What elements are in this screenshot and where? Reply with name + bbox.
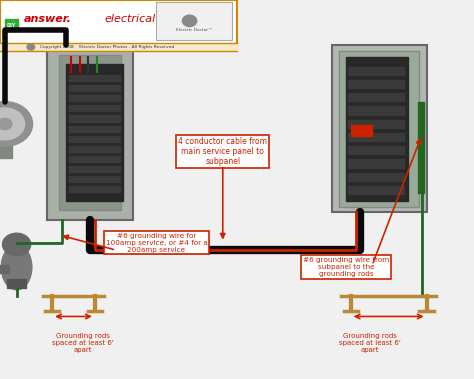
Text: Copyright 2008    Electric Doctor Photos - All Rights Reserved: Copyright 2008 Electric Doctor Photos - …: [40, 45, 174, 49]
Text: Grounding rods
spaced at least 6'
apart: Grounding rods spaced at least 6' apart: [339, 333, 401, 353]
Text: Grounding rods
spaced at least 6'
apart: Grounding rods spaced at least 6' apart: [52, 333, 114, 353]
Text: #6 grounding wire from
subpanel to the
grounding rods: #6 grounding wire from subpanel to the g…: [303, 257, 389, 277]
Bar: [69, 75, 121, 82]
Text: answer.: answer.: [24, 14, 72, 24]
Bar: [69, 176, 121, 183]
Bar: [0, 43, 237, 51]
Circle shape: [27, 44, 35, 50]
Bar: [7, 279, 26, 288]
Circle shape: [182, 15, 197, 27]
FancyBboxPatch shape: [332, 45, 427, 212]
Bar: [69, 85, 121, 92]
Bar: [348, 186, 405, 195]
Circle shape: [0, 108, 25, 140]
Bar: [346, 57, 408, 201]
Bar: [351, 125, 373, 136]
FancyBboxPatch shape: [59, 55, 121, 210]
Bar: [69, 186, 121, 193]
Bar: [69, 125, 121, 133]
Circle shape: [0, 102, 32, 146]
Bar: [418, 102, 424, 193]
Bar: [0, 265, 9, 273]
Circle shape: [0, 118, 12, 130]
Bar: [69, 105, 121, 113]
Text: 4 conductor cable from
main service panel to
subpanel: 4 conductor cable from main service pane…: [178, 137, 267, 166]
Circle shape: [2, 233, 31, 256]
FancyBboxPatch shape: [339, 51, 419, 207]
Bar: [348, 120, 405, 129]
FancyBboxPatch shape: [156, 2, 232, 40]
Bar: [348, 93, 405, 102]
Bar: [348, 67, 405, 76]
Bar: [69, 156, 121, 163]
FancyBboxPatch shape: [0, 0, 237, 45]
Bar: [69, 136, 121, 143]
Text: DIY: DIY: [7, 22, 16, 28]
Text: Electric Doctor™: Electric Doctor™: [176, 28, 212, 32]
Text: #6 grounding wire for
100amp service, or #4 for a
200amp service: #6 grounding wire for 100amp service, or…: [106, 233, 207, 252]
Bar: [348, 106, 405, 116]
Bar: [66, 64, 123, 201]
Text: electrical: electrical: [104, 14, 155, 24]
FancyBboxPatch shape: [47, 45, 133, 220]
Bar: [0, 130, 12, 158]
Bar: [69, 116, 121, 122]
Bar: [69, 95, 121, 102]
Bar: [69, 166, 121, 173]
Bar: [348, 133, 405, 142]
Ellipse shape: [1, 244, 32, 290]
Bar: [348, 160, 405, 169]
Bar: [348, 173, 405, 182]
Bar: [348, 80, 405, 89]
Bar: [5, 19, 18, 31]
Bar: [69, 146, 121, 153]
Bar: [348, 146, 405, 155]
